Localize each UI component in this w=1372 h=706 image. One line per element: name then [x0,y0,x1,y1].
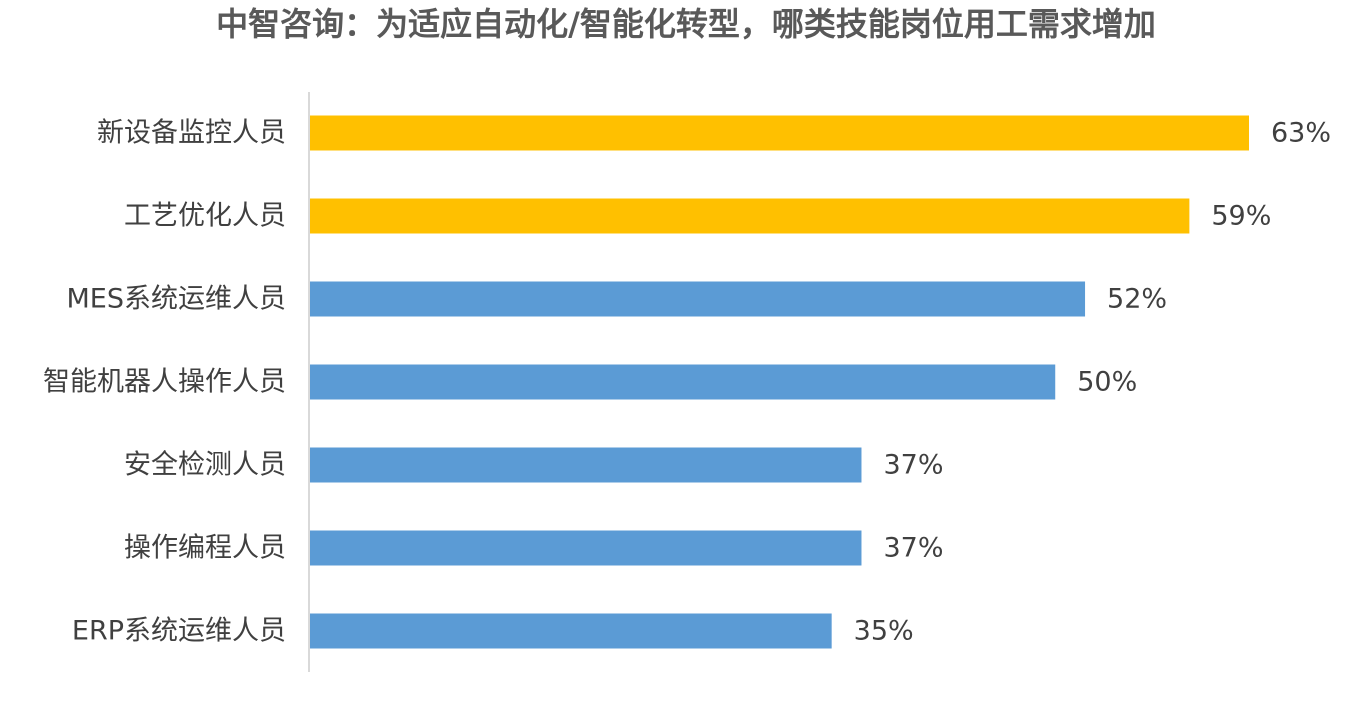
bar [310,198,1190,234]
bar [310,447,862,483]
category-label: 安全检测人员 [124,450,286,481]
value-label: 37% [883,450,943,481]
bar [310,613,832,649]
category-label: 操作编程人员 [124,533,286,564]
value-label: 35% [854,616,914,647]
chart-title: 中智咨询：为适应自动化/智能化转型，哪类技能岗位用工需求增加 [216,5,1156,43]
value-label: 37% [883,533,943,564]
bar [310,281,1086,317]
bar [310,530,862,566]
category-label: MES系统运维人员 [67,284,287,315]
category-label: 工艺优化人员 [124,201,286,232]
category-label: 新设备监控人员 [97,118,286,149]
category-label: 智能机器人操作人员 [43,367,286,398]
value-label: 59% [1211,201,1271,232]
value-label: 63% [1271,118,1331,149]
value-label: 50% [1077,367,1137,398]
category-label: ERP系统运维人员 [72,616,286,647]
value-label: 52% [1107,284,1167,315]
bar [310,364,1056,400]
bar [310,115,1249,151]
